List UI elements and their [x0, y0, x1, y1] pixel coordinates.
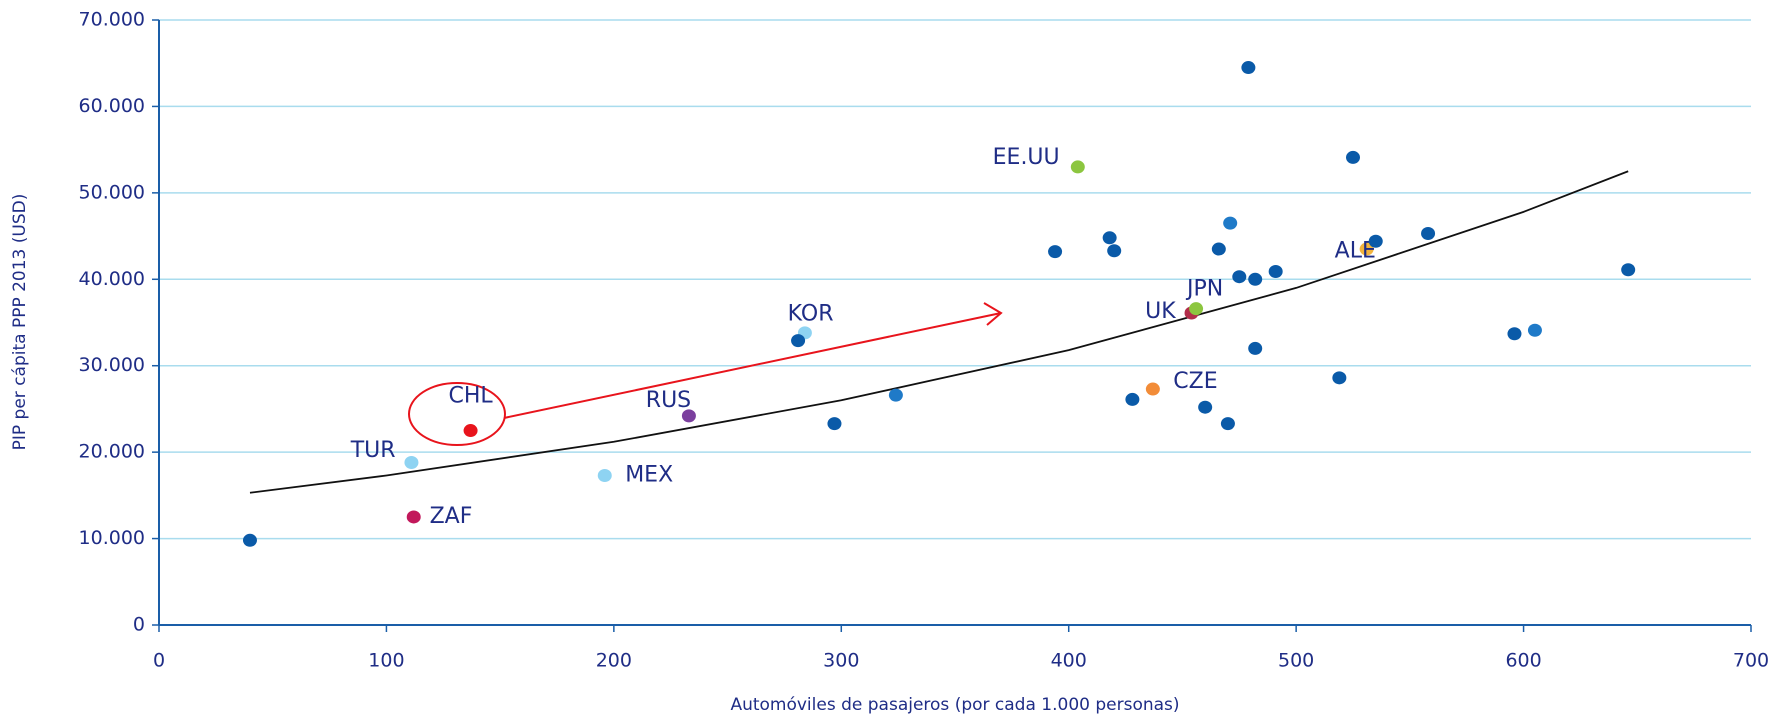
- point: [681, 409, 696, 423]
- point: [1421, 226, 1436, 240]
- point: [1507, 327, 1522, 341]
- point-label: CHL: [448, 383, 493, 408]
- trendline: [249, 170, 1629, 494]
- point-label: KOR: [788, 302, 834, 327]
- y-axis-title: PIP per cápita PPP 2013 (USD): [10, 194, 30, 451]
- point: [242, 533, 257, 547]
- point: [1198, 400, 1213, 414]
- point: [1527, 323, 1542, 337]
- point: [1220, 417, 1235, 431]
- y-tick-label: 20.000: [79, 441, 145, 463]
- point: [1621, 263, 1636, 277]
- point-label: RUS: [646, 388, 691, 413]
- point: [1223, 216, 1238, 230]
- point: [1248, 272, 1263, 286]
- point: [1232, 270, 1247, 284]
- x-axis-title: Automóviles de pasajeros (por cada 1.000…: [730, 695, 1179, 715]
- point: [1332, 371, 1347, 385]
- point: [1048, 245, 1063, 259]
- y-tick-label: 50.000: [79, 181, 145, 203]
- point-label: ZAF: [430, 504, 473, 529]
- point: [1368, 234, 1383, 248]
- y-tick-label: 10.000: [79, 527, 145, 549]
- x-tick-label: 300: [823, 650, 859, 672]
- point-label: MEX: [625, 462, 673, 487]
- point: [1346, 150, 1360, 164]
- point: [888, 388, 903, 402]
- point: [1189, 302, 1204, 316]
- grid: [152, 19, 1752, 632]
- arrow: [503, 302, 1003, 419]
- y-tick-label: 70.000: [79, 9, 145, 31]
- point: [1248, 341, 1263, 355]
- x-tick-label: 200: [596, 650, 632, 672]
- point-label: TUR: [350, 438, 396, 463]
- point: [1359, 242, 1374, 256]
- point: [1070, 160, 1085, 174]
- point-label: JPN: [1185, 276, 1223, 301]
- x-tick-label: 500: [1278, 650, 1314, 672]
- point-label: UK: [1145, 299, 1176, 324]
- point: [463, 424, 478, 438]
- point: [827, 417, 842, 431]
- y-tick-label: 60.000: [79, 95, 145, 117]
- x-tick-label: 700: [1733, 650, 1769, 672]
- x-tick-label: 400: [1051, 650, 1087, 672]
- point: [1102, 231, 1117, 245]
- point: [1107, 244, 1122, 258]
- x-tick-label: 0: [153, 650, 165, 672]
- highlight-ellipse: [408, 382, 506, 446]
- point-label: EE.UU: [993, 145, 1060, 170]
- point-label: CZE: [1173, 369, 1217, 394]
- point: [1211, 242, 1226, 256]
- point: [1125, 392, 1140, 406]
- point: [1268, 265, 1283, 279]
- point: [404, 456, 419, 470]
- x-tick-label: 600: [1505, 650, 1541, 672]
- point: [597, 468, 612, 482]
- x-tick-label: 100: [368, 650, 404, 672]
- point: [406, 510, 421, 524]
- y-tick-label: 40.000: [79, 268, 145, 290]
- y-tick-label: 0: [133, 614, 145, 636]
- point: [1145, 382, 1160, 396]
- point: [791, 334, 806, 348]
- y-tick-label: 30.000: [79, 354, 145, 376]
- point: [1241, 61, 1256, 75]
